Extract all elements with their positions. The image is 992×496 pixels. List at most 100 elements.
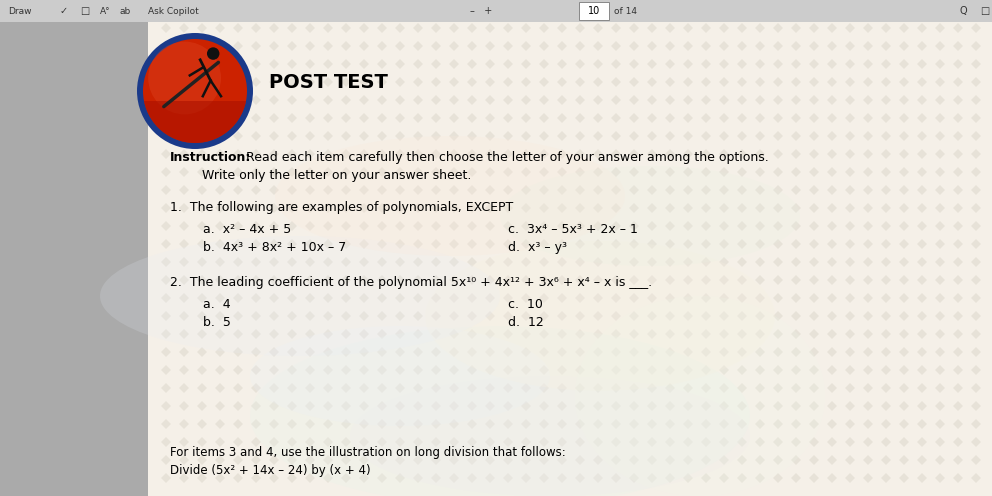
Polygon shape bbox=[179, 293, 189, 303]
Polygon shape bbox=[935, 59, 945, 69]
Polygon shape bbox=[377, 203, 387, 213]
Polygon shape bbox=[215, 239, 225, 249]
Polygon shape bbox=[413, 293, 423, 303]
Polygon shape bbox=[341, 167, 351, 177]
Polygon shape bbox=[179, 41, 189, 51]
Polygon shape bbox=[467, 275, 477, 285]
Polygon shape bbox=[683, 347, 693, 357]
Polygon shape bbox=[377, 185, 387, 195]
Polygon shape bbox=[539, 95, 549, 105]
Polygon shape bbox=[755, 41, 765, 51]
Polygon shape bbox=[323, 419, 333, 429]
Polygon shape bbox=[611, 401, 621, 411]
Polygon shape bbox=[755, 149, 765, 159]
Polygon shape bbox=[611, 131, 621, 141]
Polygon shape bbox=[557, 275, 567, 285]
Polygon shape bbox=[575, 401, 585, 411]
Polygon shape bbox=[485, 419, 495, 429]
Polygon shape bbox=[629, 149, 639, 159]
Polygon shape bbox=[647, 455, 657, 465]
Polygon shape bbox=[215, 131, 225, 141]
Polygon shape bbox=[467, 131, 477, 141]
Polygon shape bbox=[323, 95, 333, 105]
Polygon shape bbox=[161, 167, 171, 177]
Polygon shape bbox=[719, 311, 729, 321]
Polygon shape bbox=[323, 473, 333, 483]
Polygon shape bbox=[395, 257, 405, 267]
Polygon shape bbox=[629, 23, 639, 33]
Polygon shape bbox=[467, 203, 477, 213]
Polygon shape bbox=[899, 383, 909, 393]
Polygon shape bbox=[251, 95, 261, 105]
Polygon shape bbox=[431, 23, 441, 33]
Polygon shape bbox=[395, 239, 405, 249]
Polygon shape bbox=[647, 221, 657, 231]
Polygon shape bbox=[521, 77, 531, 87]
Polygon shape bbox=[179, 437, 189, 447]
Polygon shape bbox=[539, 383, 549, 393]
Polygon shape bbox=[449, 59, 459, 69]
Polygon shape bbox=[449, 257, 459, 267]
Text: Instruction:: Instruction: bbox=[170, 151, 251, 164]
Polygon shape bbox=[485, 365, 495, 375]
Polygon shape bbox=[179, 77, 189, 87]
Text: Draw: Draw bbox=[8, 6, 32, 15]
Polygon shape bbox=[611, 347, 621, 357]
Polygon shape bbox=[503, 167, 513, 177]
Polygon shape bbox=[863, 275, 873, 285]
Polygon shape bbox=[197, 95, 207, 105]
Polygon shape bbox=[197, 455, 207, 465]
Ellipse shape bbox=[100, 236, 500, 356]
Polygon shape bbox=[881, 347, 891, 357]
Polygon shape bbox=[197, 419, 207, 429]
Polygon shape bbox=[449, 221, 459, 231]
Polygon shape bbox=[647, 167, 657, 177]
Polygon shape bbox=[539, 41, 549, 51]
Polygon shape bbox=[377, 95, 387, 105]
Polygon shape bbox=[809, 23, 819, 33]
Polygon shape bbox=[287, 239, 297, 249]
Polygon shape bbox=[809, 149, 819, 159]
Polygon shape bbox=[503, 23, 513, 33]
Polygon shape bbox=[647, 59, 657, 69]
Polygon shape bbox=[449, 239, 459, 249]
Polygon shape bbox=[737, 455, 747, 465]
Polygon shape bbox=[413, 437, 423, 447]
Polygon shape bbox=[395, 203, 405, 213]
Polygon shape bbox=[161, 59, 171, 69]
Polygon shape bbox=[449, 473, 459, 483]
Polygon shape bbox=[521, 437, 531, 447]
Polygon shape bbox=[305, 221, 315, 231]
Polygon shape bbox=[413, 473, 423, 483]
Polygon shape bbox=[179, 473, 189, 483]
Polygon shape bbox=[485, 221, 495, 231]
Polygon shape bbox=[539, 77, 549, 87]
Polygon shape bbox=[179, 149, 189, 159]
Polygon shape bbox=[575, 239, 585, 249]
Polygon shape bbox=[881, 77, 891, 87]
Polygon shape bbox=[431, 113, 441, 123]
Polygon shape bbox=[701, 329, 711, 339]
Polygon shape bbox=[791, 95, 801, 105]
Polygon shape bbox=[323, 437, 333, 447]
Text: 10: 10 bbox=[588, 6, 600, 16]
Polygon shape bbox=[845, 347, 855, 357]
Polygon shape bbox=[791, 455, 801, 465]
Polygon shape bbox=[629, 455, 639, 465]
Polygon shape bbox=[377, 365, 387, 375]
Polygon shape bbox=[575, 113, 585, 123]
Polygon shape bbox=[269, 221, 279, 231]
Polygon shape bbox=[701, 239, 711, 249]
Polygon shape bbox=[971, 383, 981, 393]
Polygon shape bbox=[683, 221, 693, 231]
Polygon shape bbox=[863, 167, 873, 177]
Polygon shape bbox=[539, 131, 549, 141]
Polygon shape bbox=[305, 329, 315, 339]
Polygon shape bbox=[863, 437, 873, 447]
Text: □: □ bbox=[980, 6, 989, 16]
Polygon shape bbox=[161, 23, 171, 33]
Polygon shape bbox=[197, 59, 207, 69]
Polygon shape bbox=[899, 365, 909, 375]
Polygon shape bbox=[413, 95, 423, 105]
Polygon shape bbox=[413, 419, 423, 429]
